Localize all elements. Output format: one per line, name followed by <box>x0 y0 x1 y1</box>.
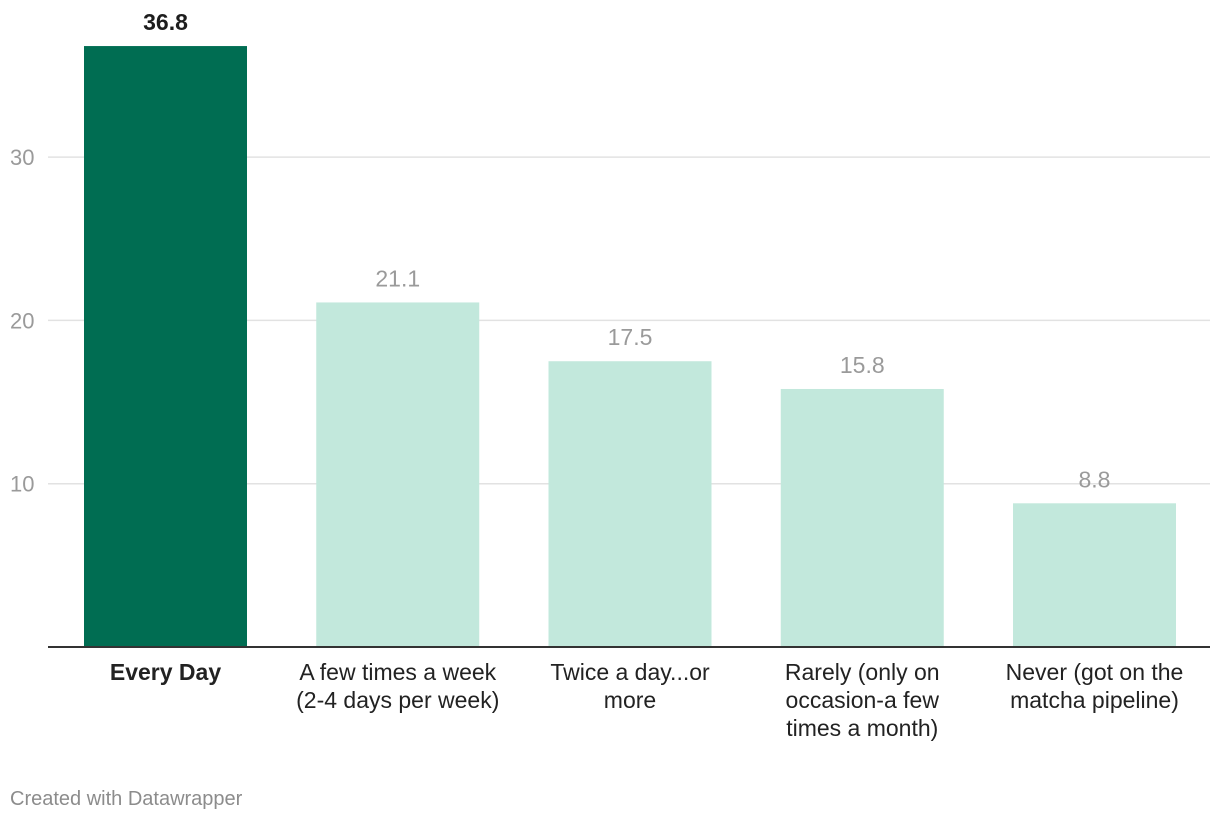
bar-2 <box>316 302 480 647</box>
value-label: 15.8 <box>840 352 885 378</box>
y-tick-label: 30 <box>10 145 34 170</box>
category-label: more <box>604 687 656 713</box>
category-label: A few times a week <box>299 659 496 685</box>
category-label: Rarely (only on <box>785 659 940 685</box>
footer-credit: Created with Datawrapper <box>10 788 243 810</box>
bar-chart: 10 20 30 36.8 21.1 17.5 15.8 8.8 Every Day A fe… <box>10 9 1210 741</box>
bar-4 <box>780 388 944 647</box>
bar-3 <box>548 361 712 647</box>
category-label: matcha pipeline) <box>1010 687 1179 713</box>
category-label: occasion-a few <box>786 687 940 713</box>
category-label: times a month) <box>786 715 938 741</box>
category-labels: Every Day A few times a week(2-4 days per… <box>110 659 1183 741</box>
category-label: (2-4 days per week) <box>296 687 499 713</box>
value-labels: 36.8 21.1 17.5 15.8 8.8 <box>143 9 1110 492</box>
value-label: 17.5 <box>608 324 653 350</box>
category-label: Twice a day...or <box>550 659 710 685</box>
value-label: 8.8 <box>1079 466 1111 492</box>
category-label: Every Day <box>110 659 221 685</box>
value-label: 36.8 <box>143 9 188 35</box>
bar-5 <box>1013 503 1176 647</box>
y-tick-label: 20 <box>10 308 34 333</box>
value-label: 21.1 <box>375 265 420 291</box>
bar-1 <box>84 46 247 647</box>
bars <box>84 46 1176 647</box>
category-label: Never (got on the <box>1006 659 1184 685</box>
y-tick-label: 10 <box>10 472 34 497</box>
